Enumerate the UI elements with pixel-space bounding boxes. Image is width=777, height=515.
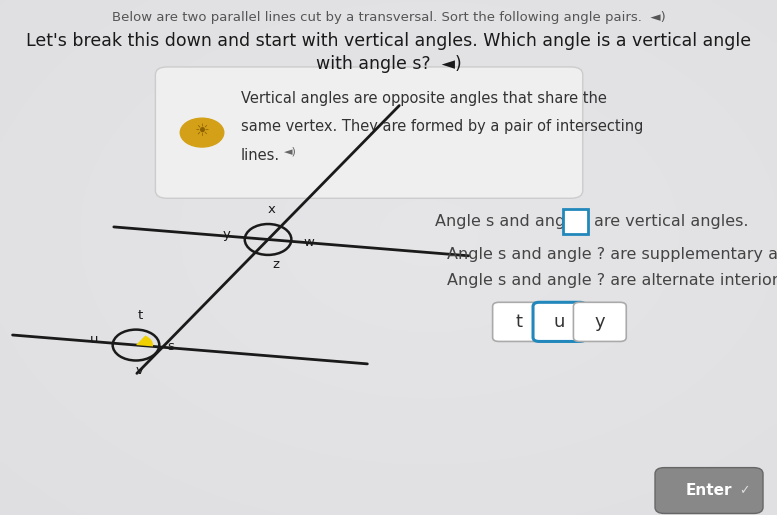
Text: Let's break this down and start with vertical angles. Which angle is a vertical : Let's break this down and start with ver…: [26, 32, 751, 50]
Text: lines.: lines.: [241, 148, 280, 163]
Text: t: t: [515, 313, 523, 331]
Text: y: y: [594, 313, 605, 331]
Text: u: u: [90, 333, 99, 347]
Text: Vertical angles are opposite angles that share the: Vertical angles are opposite angles that…: [241, 91, 607, 106]
Wedge shape: [136, 336, 153, 347]
Text: same vertex. They are formed by a pair of intersecting: same vertex. They are formed by a pair o…: [241, 119, 643, 134]
Text: Angle s and angle ? are supplementary angles.: Angle s and angle ? are supplementary an…: [447, 247, 777, 263]
Text: are vertical angles.: are vertical angles.: [594, 214, 748, 229]
Text: v: v: [136, 364, 144, 377]
FancyBboxPatch shape: [493, 302, 545, 341]
Text: z: z: [272, 258, 280, 270]
Text: Below are two parallel lines cut by a transversal. Sort the following angle pair: Below are two parallel lines cut by a tr…: [112, 11, 665, 24]
Text: u: u: [554, 313, 565, 331]
Text: Enter: Enter: [686, 483, 732, 498]
FancyBboxPatch shape: [563, 209, 588, 234]
FancyBboxPatch shape: [655, 468, 763, 513]
Text: Angle s and angle: Angle s and angle: [435, 214, 580, 229]
Text: ◄): ◄): [284, 146, 297, 156]
Text: ✓: ✓: [739, 484, 750, 497]
Text: s: s: [167, 340, 174, 353]
Text: Angle s and angle ? are alternate interior angles.: Angle s and angle ? are alternate interi…: [447, 273, 777, 288]
Circle shape: [180, 118, 224, 147]
Text: w: w: [303, 235, 314, 249]
Text: ☀: ☀: [194, 122, 210, 140]
Text: x: x: [268, 203, 276, 216]
Text: with angle s?  ◄): with angle s? ◄): [315, 55, 462, 73]
Text: t: t: [138, 309, 142, 322]
Text: y: y: [223, 228, 231, 241]
FancyBboxPatch shape: [155, 67, 583, 198]
FancyBboxPatch shape: [573, 302, 626, 341]
FancyBboxPatch shape: [533, 302, 586, 341]
